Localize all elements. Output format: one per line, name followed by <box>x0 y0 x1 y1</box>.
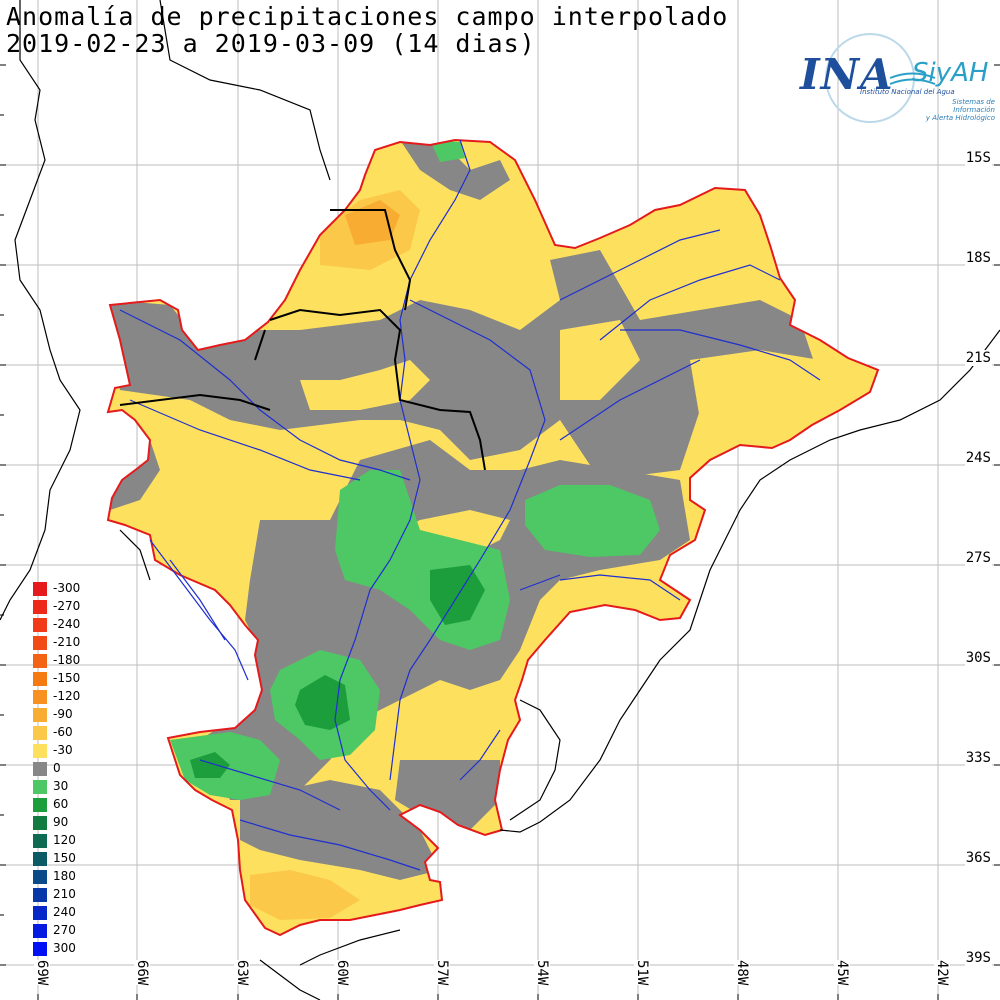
legend-swatch <box>33 672 47 686</box>
legend-label: -30 <box>53 743 73 757</box>
legend-swatch <box>33 708 47 722</box>
legend-label: -90 <box>53 707 73 721</box>
legend-swatch <box>33 780 47 794</box>
lat-label-30s: 30S <box>964 650 992 666</box>
logo-subtitle-2a: Sistemas de Información <box>952 98 995 114</box>
legend-swatch <box>33 870 47 884</box>
legend-label: 300 <box>53 941 76 955</box>
lon-label-60w: 60W <box>334 960 350 986</box>
legend-swatch <box>33 906 47 920</box>
lon-label-51w: 51W <box>634 960 650 986</box>
lon-label-63w: 63W <box>234 960 250 986</box>
legend-label: -300 <box>53 581 81 595</box>
legend-swatch <box>33 654 47 668</box>
legend-label: -180 <box>53 653 81 667</box>
axis-ticks <box>0 64 1000 1000</box>
legend-swatch <box>33 834 47 848</box>
legend-label: 30 <box>53 779 69 793</box>
legend-label: -60 <box>53 725 73 739</box>
legend-label: -120 <box>53 689 81 703</box>
ina-siyah-logo: INA SiyAH Instituto Nacional del Agua Si… <box>790 30 995 125</box>
map-date-range: 2019-02-23 a 2019-03-09 (14 dias) <box>6 29 536 58</box>
legend-swatch <box>33 726 47 740</box>
logo-subtitle: Instituto Nacional del Agua <box>860 88 955 96</box>
legend-swatch <box>33 888 47 902</box>
legend-label: -210 <box>53 635 81 649</box>
lat-label-27s: 27S <box>964 550 992 566</box>
map-title: Anomalía de precipitaciones campo interp… <box>6 2 729 31</box>
legend-swatch <box>33 762 47 776</box>
logo-siyah-text: SiyAH <box>912 58 989 88</box>
legend-label: 120 <box>53 833 76 847</box>
legend-label: 180 <box>53 869 76 883</box>
lon-label-66w: 66W <box>134 960 150 986</box>
legend-swatch <box>33 798 47 812</box>
legend-label: 0 <box>53 761 61 775</box>
legend-swatch <box>33 690 47 704</box>
country-borders <box>119 209 486 471</box>
legend-label: 90 <box>53 815 69 829</box>
lon-label-69w: 69W <box>34 960 50 986</box>
legend-label: 210 <box>53 887 76 901</box>
basin-outline <box>106 138 880 937</box>
lat-label-36s: 36S <box>964 850 992 866</box>
lon-label-45w: 45W <box>834 960 850 986</box>
lon-label-42w: 42W <box>934 960 950 986</box>
legend-swatch <box>33 852 47 866</box>
logo-subtitle-2: Sistemas de Información y Alerta Hidroló… <box>918 98 995 122</box>
lat-label-33s: 33S <box>964 750 992 766</box>
lat-label-24s: 24S <box>964 450 992 466</box>
lon-label-48w: 48W <box>734 960 750 986</box>
legend-swatch <box>33 582 47 596</box>
legend-label: 60 <box>53 797 69 811</box>
legend-swatch <box>33 924 47 938</box>
legend-label: -150 <box>53 671 81 685</box>
legend-swatch <box>33 942 47 956</box>
logo-ina-text: INA <box>800 50 894 99</box>
legend-label: -270 <box>53 599 81 613</box>
rivers <box>119 139 821 871</box>
legend-swatch <box>33 600 47 614</box>
legend-label: 270 <box>53 923 76 937</box>
logo-subtitle-2b: y Alerta Hidrológico <box>925 114 995 122</box>
lat-label-39s: 39S <box>964 950 992 966</box>
lon-label-57w: 57W <box>434 960 450 986</box>
legend-label: -240 <box>53 617 81 631</box>
lon-label-54w: 54W <box>534 960 550 986</box>
legend-swatch <box>33 744 47 758</box>
legend-swatch <box>33 816 47 830</box>
legend-swatch <box>33 618 47 632</box>
lat-label-21s: 21S <box>964 350 992 366</box>
legend-swatch <box>33 636 47 650</box>
legend-label: 240 <box>53 905 76 919</box>
lat-label-18s: 18S <box>964 250 992 266</box>
logo-emblem-icon <box>825 33 936 123</box>
legend-label: 150 <box>53 851 76 865</box>
lat-label-15s: 15S <box>964 150 992 166</box>
